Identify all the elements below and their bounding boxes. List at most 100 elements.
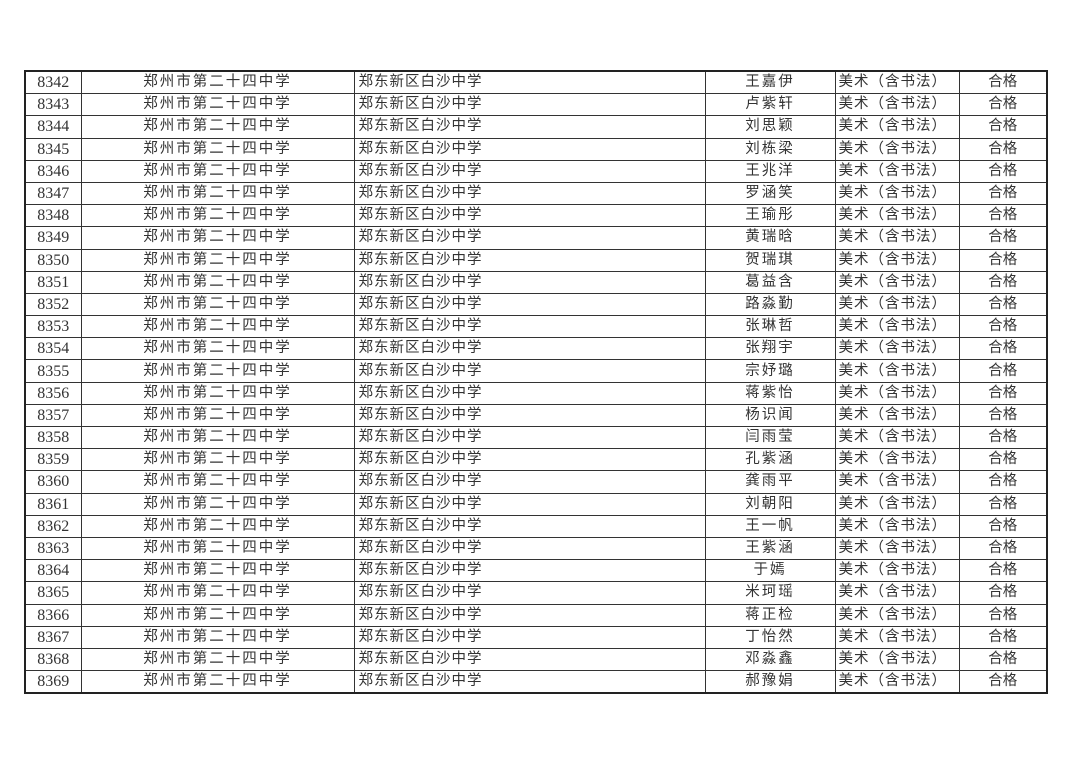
student-name-cell: 罗涵笑 <box>704 181 836 206</box>
student-name-cell: 孔紫涵 <box>704 448 836 472</box>
school-cell: 郑州市第二十四中学 <box>80 292 355 317</box>
result-cell: 合格 <box>958 403 1048 428</box>
school-cell: 郑州市第二十四中学 <box>80 603 355 627</box>
table-row: 8359 郑州市第二十四中学 郑东新区白沙中学 孔紫涵 美术（含书法） 合格 <box>24 448 1048 472</box>
school-cell: 郑州市第二十四中学 <box>80 581 355 605</box>
sub-school-cell: 郑东新区白沙中学 <box>353 536 706 561</box>
sub-school-cell: 郑东新区白沙中学 <box>353 292 706 317</box>
student-name-cell: 宗妤璐 <box>704 359 836 383</box>
row-number-cell: 8362 <box>24 514 82 538</box>
table-row: 8355 郑州市第二十四中学 郑东新区白沙中学 宗妤璐 美术（含书法） 合格 <box>24 359 1048 383</box>
subject-cell: 美术（含书法） <box>834 315 960 339</box>
row-number-cell: 8352 <box>24 292 82 317</box>
school-cell: 郑州市第二十四中学 <box>80 514 355 538</box>
table-row: 8343 郑州市第二十四中学 郑东新区白沙中学 卢紫轩 美术（含书法） 合格 <box>24 93 1048 117</box>
subject-cell: 美术（含书法） <box>834 359 960 383</box>
student-name-cell: 路淼勤 <box>704 292 836 317</box>
sub-school-cell: 郑东新区白沙中学 <box>353 492 706 516</box>
table-row: 8345 郑州市第二十四中学 郑东新区白沙中学 刘栋梁 美术（含书法） 合格 <box>24 137 1048 161</box>
row-number-cell: 8351 <box>24 270 82 294</box>
sub-school-cell: 郑东新区白沙中学 <box>353 647 706 672</box>
table-body: 8342 郑州市第二十四中学 郑东新区白沙中学 王嘉伊 美术（含书法） 合格 8343 郑州市… <box>24 70 1048 694</box>
table-row: 8366 郑州市第二十四中学 郑东新区白沙中学 蒋正检 美术（含书法） 合格 <box>24 603 1048 627</box>
table-row: 8353 郑州市第二十四中学 郑东新区白沙中学 张琳哲 美术（含书法） 合格 <box>24 315 1048 339</box>
sub-school-cell: 郑东新区白沙中学 <box>353 359 706 383</box>
student-name-cell: 邓淼鑫 <box>704 647 836 672</box>
table-row: 8362 郑州市第二十四中学 郑东新区白沙中学 王一帆 美术（含书法） 合格 <box>24 514 1048 538</box>
school-cell: 郑州市第二十四中学 <box>80 448 355 472</box>
table-row: 8364 郑州市第二十四中学 郑东新区白沙中学 于嫣 美术（含书法） 合格 <box>24 559 1048 583</box>
row-number-cell: 8344 <box>24 115 82 139</box>
school-cell: 郑州市第二十四中学 <box>80 115 355 139</box>
subject-cell: 美术（含书法） <box>834 115 960 139</box>
row-number-cell: 8367 <box>24 625 82 649</box>
result-cell: 合格 <box>958 625 1048 649</box>
school-cell: 郑州市第二十四中学 <box>80 470 355 494</box>
subject-cell: 美术（含书法） <box>834 337 960 361</box>
sub-school-cell: 郑东新区白沙中学 <box>353 270 706 294</box>
subject-cell: 美术（含书法） <box>834 226 960 250</box>
sub-school-cell: 郑东新区白沙中学 <box>353 137 706 161</box>
result-cell: 合格 <box>958 70 1048 95</box>
row-number-cell: 8349 <box>24 226 82 250</box>
sub-school-cell: 郑东新区白沙中学 <box>353 115 706 139</box>
row-number-cell: 8342 <box>24 70 82 95</box>
subject-cell: 美术（含书法） <box>834 159 960 183</box>
row-number-cell: 8366 <box>24 603 82 627</box>
sub-school-cell: 郑东新区白沙中学 <box>353 337 706 361</box>
result-cell: 合格 <box>958 470 1048 494</box>
sub-school-cell: 郑东新区白沙中学 <box>353 181 706 206</box>
table-row: 8350 郑州市第二十四中学 郑东新区白沙中学 贺瑞琪 美术（含书法） 合格 <box>24 248 1048 272</box>
result-cell: 合格 <box>958 647 1048 672</box>
subject-cell: 美术（含书法） <box>834 581 960 605</box>
student-name-cell: 蒋紫怡 <box>704 381 836 405</box>
subject-cell: 美术（含书法） <box>834 137 960 161</box>
result-cell: 合格 <box>958 492 1048 516</box>
result-cell: 合格 <box>958 536 1048 561</box>
row-number-cell: 8358 <box>24 425 82 450</box>
sub-school-cell: 郑东新区白沙中学 <box>353 603 706 627</box>
school-cell: 郑州市第二十四中学 <box>80 315 355 339</box>
result-cell: 合格 <box>958 315 1048 339</box>
student-name-cell: 龚雨平 <box>704 470 836 494</box>
row-number-cell: 8350 <box>24 248 82 272</box>
row-number-cell: 8369 <box>24 670 82 694</box>
table-row: 8352 郑州市第二十四中学 郑东新区白沙中学 路淼勤 美术（含书法） 合格 <box>24 292 1048 317</box>
table-row: 8349 郑州市第二十四中学 郑东新区白沙中学 黄瑞晗 美术（含书法） 合格 <box>24 226 1048 250</box>
row-number-cell: 8365 <box>24 581 82 605</box>
table-row: 8361 郑州市第二十四中学 郑东新区白沙中学 刘朝阳 美术（含书法） 合格 <box>24 492 1048 516</box>
sub-school-cell: 郑东新区白沙中学 <box>353 93 706 117</box>
subject-cell: 美术（含书法） <box>834 559 960 583</box>
result-cell: 合格 <box>958 292 1048 317</box>
row-number-cell: 8346 <box>24 159 82 183</box>
sub-school-cell: 郑东新区白沙中学 <box>353 448 706 472</box>
result-cell: 合格 <box>958 137 1048 161</box>
result-cell: 合格 <box>958 381 1048 405</box>
sub-school-cell: 郑东新区白沙中学 <box>353 625 706 649</box>
subject-cell: 美术（含书法） <box>834 181 960 206</box>
subject-cell: 美术（含书法） <box>834 470 960 494</box>
table-row: 8342 郑州市第二十四中学 郑东新区白沙中学 王嘉伊 美术（含书法） 合格 <box>24 70 1048 95</box>
row-number-cell: 8353 <box>24 315 82 339</box>
student-name-cell: 王紫涵 <box>704 536 836 561</box>
table-row: 8344 郑州市第二十四中学 郑东新区白沙中学 刘思颖 美术（含书法） 合格 <box>24 115 1048 139</box>
sub-school-cell: 郑东新区白沙中学 <box>353 670 706 694</box>
subject-cell: 美术（含书法） <box>834 670 960 694</box>
result-cell: 合格 <box>958 670 1048 694</box>
student-name-cell: 葛益含 <box>704 270 836 294</box>
row-number-cell: 8356 <box>24 381 82 405</box>
subject-cell: 美术（含书法） <box>834 647 960 672</box>
table-row: 8354 郑州市第二十四中学 郑东新区白沙中学 张翔宇 美术（含书法） 合格 <box>24 337 1048 361</box>
table-row: 8357 郑州市第二十四中学 郑东新区白沙中学 杨识闻 美术（含书法） 合格 <box>24 403 1048 428</box>
school-cell: 郑州市第二十四中学 <box>80 559 355 583</box>
subject-cell: 美术（含书法） <box>834 292 960 317</box>
result-cell: 合格 <box>958 337 1048 361</box>
subject-cell: 美术（含书法） <box>834 248 960 272</box>
table-row: 8360 郑州市第二十四中学 郑东新区白沙中学 龚雨平 美术（含书法） 合格 <box>24 470 1048 494</box>
student-name-cell: 郝豫娟 <box>704 670 836 694</box>
row-number-cell: 8357 <box>24 403 82 428</box>
sub-school-cell: 郑东新区白沙中学 <box>353 581 706 605</box>
result-cell: 合格 <box>958 603 1048 627</box>
result-cell: 合格 <box>958 159 1048 183</box>
sub-school-cell: 郑东新区白沙中学 <box>353 315 706 339</box>
